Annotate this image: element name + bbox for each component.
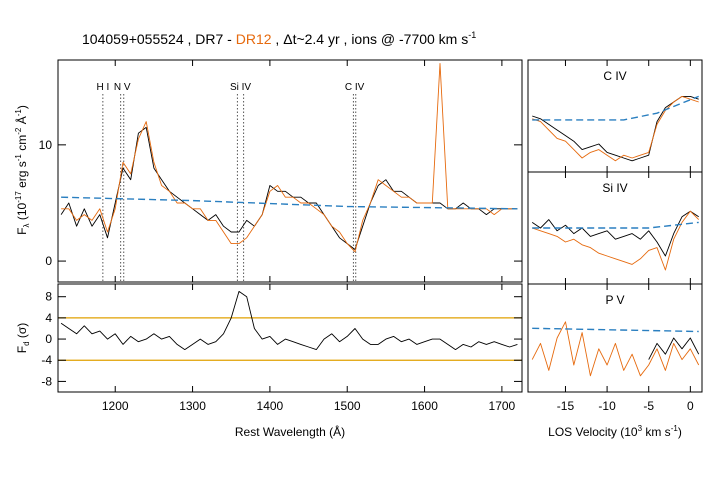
ylabel-part: Å: [14, 116, 29, 127]
ylabel-part: erg s: [15, 161, 29, 191]
ion-label: H I: [96, 82, 109, 93]
spectrum-line: [60, 290, 518, 351]
xlabel-part: km s: [642, 425, 671, 439]
x-tick-label: 1200: [102, 399, 129, 413]
spectrum-line: [61, 63, 518, 253]
figure-title: 104059+055524 , DR7 - DR12 , Δt~2.4 yr ,…: [82, 30, 476, 47]
x-tick-label: -5: [643, 399, 654, 413]
title-part: 104059+055524 ,: [82, 31, 195, 47]
ylabel-part: cm: [15, 135, 29, 154]
panel-label: P V: [605, 293, 624, 307]
spectrum-line: [532, 210, 700, 271]
x-tick-label: 0: [687, 399, 694, 413]
title-part: -: [223, 31, 235, 47]
title-series-name: DR7: [195, 31, 223, 47]
x-tick-label: 1500: [334, 399, 361, 413]
ylabel-sup: -17: [14, 191, 23, 203]
continuum-line: [61, 196, 518, 210]
panel-label: C IV: [603, 69, 626, 83]
y-tick-label: 4: [45, 311, 52, 325]
continuum-line: [532, 95, 699, 121]
xlabel-sup: 3: [638, 424, 643, 433]
xlabel-sup: -1: [671, 424, 679, 433]
plot-area: [531, 210, 700, 271]
x-tick-label: -10: [598, 399, 616, 413]
y-tick-label: 10: [39, 138, 53, 152]
plot-area: [531, 321, 700, 377]
ylabel-part: (σ): [15, 323, 29, 342]
y-tick-label: -8: [41, 374, 52, 388]
x-tick-label: -15: [557, 399, 575, 413]
ylabel-sub: λ: [22, 223, 31, 227]
title-superscript: -1: [468, 30, 476, 40]
ylabel-part: F: [15, 227, 29, 234]
plot-frame: [527, 283, 703, 393]
y-axis-title: Fλ (10-17 erg s-1 cm-2 Å-1): [14, 105, 31, 235]
y-tick-label: 0: [45, 332, 52, 346]
spectrum-line: [532, 95, 699, 162]
x-tick-label: 1300: [179, 399, 206, 413]
spectrum-line: [531, 210, 699, 257]
spectrum-line: [60, 126, 518, 250]
title-series-name: DR12: [236, 31, 272, 47]
ylabel-sup: -1: [14, 154, 23, 162]
y-tick-label: 0: [45, 254, 52, 268]
plot-frame: [57, 283, 523, 393]
continuum-line: [532, 221, 699, 229]
ylabel-part: F: [15, 346, 29, 353]
ylabel-sup: -1: [14, 109, 23, 117]
ion-label: Si IV: [230, 82, 251, 93]
plot-frame: [57, 59, 523, 283]
y-tick-label: -4: [41, 353, 52, 367]
xlabel-part: ): [678, 425, 682, 439]
x-axis-title: Rest Wavelength (Å): [235, 424, 345, 439]
spectrum-line: [531, 321, 700, 377]
plot-area: [532, 95, 699, 162]
y-tick-label: 8: [45, 290, 52, 304]
ylabel-sub: d: [22, 341, 31, 345]
title-part: , Δt~2.4 yr , ions @ -7700 km s: [272, 31, 469, 47]
xlabel-part: LOS Velocity (10: [548, 425, 638, 439]
ion-label: N V: [114, 82, 131, 93]
y-axis-title: Fd (σ): [15, 323, 31, 354]
plot-area: [60, 63, 518, 282]
ylabel-part: ): [15, 105, 29, 109]
x-tick-label: 1700: [489, 399, 516, 413]
ylabel-sup: -2: [14, 127, 23, 135]
ylabel-part: (10: [15, 202, 29, 223]
ion-label: C IV: [345, 82, 365, 93]
x-tick-label: 1400: [257, 399, 284, 413]
panel-label: Si IV: [602, 181, 627, 195]
x-axis-title: LOS Velocity (103 km s-1): [548, 424, 682, 439]
continuum-line: [532, 327, 699, 333]
x-tick-label: 1600: [411, 399, 438, 413]
spectrum-line: [648, 337, 700, 360]
plot-area: [58, 290, 522, 361]
spectrum-line: [532, 95, 699, 162]
